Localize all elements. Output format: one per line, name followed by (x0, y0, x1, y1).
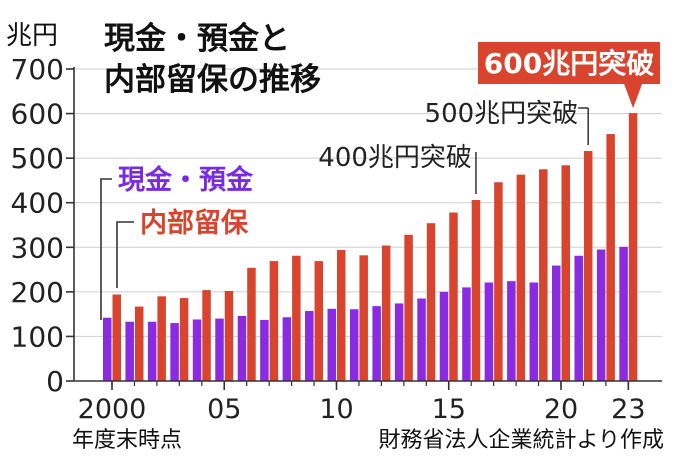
annotation-label: 400兆円突破 (318, 143, 472, 173)
bar-cash-2019 (529, 282, 539, 381)
bar-retained-2023 (628, 113, 638, 381)
chart-title-line-2: 内部留保の推移 (104, 62, 321, 98)
y-tick-label: 100 (11, 320, 64, 353)
x-tick-label: 05 (207, 394, 241, 425)
bar-retained-2008 (292, 255, 301, 381)
bar-cash-2009 (305, 311, 314, 381)
y-tick-label: 300 (11, 231, 64, 264)
bar-cash-2017 (484, 282, 494, 381)
bar-cash-2012 (372, 306, 381, 381)
bar-cash-2013 (394, 303, 404, 381)
bars (103, 113, 638, 381)
bar-retained-2002 (157, 296, 166, 381)
legend: 現金・預金 内部留保 (100, 164, 254, 320)
bar-retained-2005 (224, 290, 234, 381)
y-tick-label: 600 (11, 98, 64, 131)
y-tick-label: 0 (46, 365, 64, 398)
annotation-label: 600兆円突破 (484, 47, 654, 80)
bar-cash-2014 (417, 298, 426, 381)
bar-retained-2013 (404, 234, 413, 381)
bar-retained-2004 (202, 290, 211, 381)
x-tick-label: 2000 (78, 394, 147, 425)
bar-cash-2008 (282, 317, 292, 381)
annotations: 400兆円突破 500兆円突破 600兆円突破 (318, 42, 660, 195)
annotation-label: 500兆円突破 (425, 99, 579, 129)
legend-label-cash: 現金・預金 (118, 164, 254, 196)
y-tick-label: 500 (11, 142, 64, 175)
bar-retained-2020 (561, 165, 570, 381)
bar-cash-2002 (147, 321, 157, 381)
highlight-pointer (624, 84, 643, 109)
y-grid (74, 68, 662, 337)
bar-retained-2011 (359, 255, 368, 381)
bar-retained-2019 (539, 169, 548, 381)
bar-retained-2022 (606, 134, 615, 381)
bar-retained-2018 (516, 174, 526, 381)
bar-cash-2020 (552, 265, 561, 381)
x-tick-label: 23 (611, 394, 645, 425)
bar-retained-2016 (471, 200, 481, 381)
bar-cash-2005 (215, 318, 224, 381)
bar-retained-2014 (426, 223, 436, 381)
bar-retained-2003 (179, 298, 189, 381)
bar-cash-2010 (327, 308, 336, 381)
bar-cash-2015 (439, 291, 449, 381)
bar-retained-2015 (449, 212, 458, 381)
bar-cash-2011 (349, 309, 359, 381)
x-tick-label: 20 (544, 394, 578, 425)
legend-leader-cash (100, 178, 112, 320)
bar-retained-2006 (247, 267, 256, 381)
chart-title-line-1: 現金・預金と (104, 21, 290, 57)
legend-label-retained: 内部留保 (140, 207, 249, 239)
bar-retained-2009 (314, 261, 324, 381)
bar-retained-2001 (134, 306, 144, 381)
y-tick-label: 700 (11, 53, 64, 86)
bar-cash-2006 (237, 315, 247, 381)
bar-cash-2016 (462, 287, 471, 381)
x-tick-label: 15 (432, 394, 466, 425)
bar-cash-2003 (170, 323, 179, 381)
source-note: 財務省法人企業統計より作成 (378, 428, 664, 453)
y-tick-label: 400 (11, 187, 64, 220)
bar-retained-2000 (112, 294, 121, 381)
axes (73, 67, 662, 382)
bar-cash-2004 (192, 319, 202, 381)
bar-retained-2021 (583, 151, 593, 381)
x-tick-label: 10 (319, 394, 353, 425)
bar-cash-2022 (596, 249, 606, 381)
y-tick-labels: 0 100 200 300 400 500 600 700 (11, 53, 74, 398)
bar-cash-2007 (260, 319, 269, 381)
x-caption: 年度末時点 (72, 428, 182, 453)
legend-leader-retained (116, 221, 134, 288)
bar-cash-2021 (574, 255, 583, 381)
bar-cash-2018 (507, 281, 516, 381)
bar-retained-2017 (494, 182, 503, 381)
highlight-label-box (478, 42, 660, 84)
y-unit-label: 兆円 (6, 21, 58, 51)
y-tick-label: 200 (11, 276, 64, 309)
bar-retained-2010 (337, 249, 346, 381)
bar-retained-2007 (269, 261, 279, 381)
bar-retained-2012 (381, 245, 391, 381)
bar-cash-2023 (619, 246, 628, 381)
bar-cash-2000 (103, 317, 112, 381)
x-tick-labels: 2000 05 10 15 20 23 (78, 381, 646, 425)
bar-cash-2001 (125, 321, 134, 381)
